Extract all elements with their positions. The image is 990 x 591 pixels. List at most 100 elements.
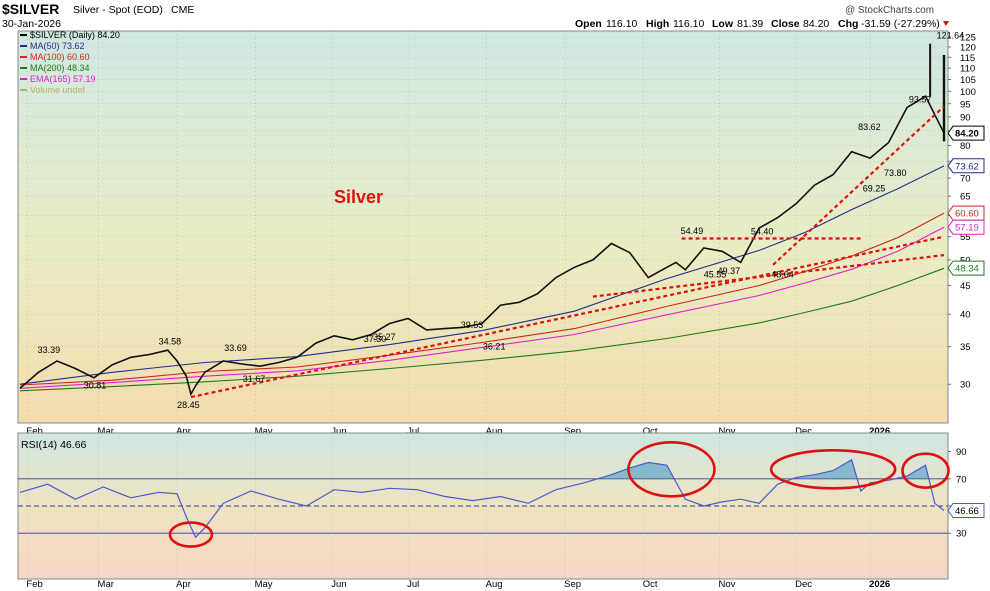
rsi-y-axis: 30507090 — [948, 447, 967, 540]
price-tag-box — [947, 205, 985, 221]
legend-entry: EMA(165) 57.19 — [30, 74, 96, 84]
legend-entry: MA(100) 60.60 — [30, 52, 90, 62]
rsi-x-tick-label: Nov — [718, 579, 735, 590]
rsi-x-tick-label: Aug — [486, 579, 503, 590]
watermark: @ StockCharts.com — [845, 5, 934, 16]
rsi-x-tick-label: Jul — [407, 579, 419, 590]
rsi-x-axis: Feb Mar Apr May Jun Jul Aug Sep Oct Nov Dec 2026 — [26, 579, 890, 590]
price-tag-value: 84.20 — [955, 129, 979, 140]
price-y-tick-label: 105 — [960, 75, 976, 86]
ohlc-readout: Open 116.10 High 116.10 Low 81.39 Close … — [575, 18, 949, 30]
price-series — [19, 43, 946, 397]
rsi-y-tick-label: 90 — [956, 447, 967, 458]
price-tag-box — [947, 219, 985, 235]
rsi-title: RSI(14) 46.66 — [21, 439, 87, 451]
price-panel-background — [17, 30, 949, 424]
high-value: 116.10 — [673, 18, 704, 30]
rsi-y-tick-label: 30 — [956, 529, 967, 540]
price-x-tick-label: Feb — [26, 426, 42, 437]
exchange-label: CME — [171, 4, 194, 16]
price-data-label: 36.21 — [483, 341, 506, 351]
rsi-tag-box — [947, 503, 985, 519]
price-y-tick-label: 80 — [960, 141, 971, 152]
legend-entry: Volume undef — [30, 85, 86, 95]
price-y-tick-label: 45 — [960, 281, 971, 292]
price-data-label: 54.49 — [681, 226, 704, 236]
rsi-x-tick-label: May — [255, 579, 273, 590]
price-x-tick-label: Jun — [331, 426, 346, 437]
rsi-x-tick-label: Jun — [331, 579, 346, 590]
price-data-label: 33.69 — [224, 343, 247, 353]
price-y-tick-label: 40 — [960, 310, 971, 321]
price-grid — [18, 31, 948, 423]
rsi-tag-value: 46.66 — [955, 506, 979, 517]
price-data-label: 49.37 — [718, 266, 741, 276]
rsi-x-tick-label: Apr — [176, 579, 191, 590]
price-x-axis: Feb Mar Apr May Jun Jul Aug Sep Oct Nov Dec 2026 — [26, 426, 890, 437]
price-data-label: 54.40 — [751, 226, 774, 236]
price-data-label: 37.30 — [364, 334, 387, 344]
symbol-title: $SILVER — [2, 1, 59, 17]
price-tag-box — [947, 260, 985, 276]
rsi-value-tag: 46.66 — [947, 503, 985, 519]
price-y-tick-label: 30 — [960, 380, 971, 391]
price-tag-value: 73.62 — [955, 161, 979, 172]
price-tag-value: 48.34 — [955, 264, 979, 275]
high-label: High — [646, 18, 669, 30]
price-y-tick-label: 125 — [960, 33, 976, 44]
trendline-support-from-april-low — [190, 235, 945, 399]
legend-entry: MA(50) 73.62 — [30, 41, 85, 51]
rsi-x-tick-label: Sep — [564, 579, 581, 590]
chg-value: -31.59 (-27.29%) — [861, 18, 940, 30]
price-x-tick-label: May — [255, 426, 273, 437]
down-arrow-icon — [943, 21, 949, 26]
symbol-description: Silver - Spot (EOD) — [73, 4, 163, 16]
price-tag-box — [947, 125, 985, 141]
price-data-label: 83.62 — [858, 122, 881, 132]
ma200-line — [19, 267, 945, 392]
price-data-label: 48.64 — [771, 270, 794, 280]
price-data-label: 69.25 — [863, 184, 886, 194]
rsi-overbought-area — [597, 459, 929, 479]
rsi-circle-overbought-december — [769, 448, 897, 490]
price-data-label: 34.58 — [159, 337, 182, 347]
price-data-label: 39.53 — [461, 320, 484, 330]
rsi-x-tick-label: Mar — [98, 579, 114, 590]
price-x-tick-label: 2026 — [869, 426, 890, 437]
price-data-label: 93.57 — [909, 94, 932, 104]
legend-entry: MA(200) 48.34 — [30, 63, 90, 73]
price-y-tick-label: 90 — [960, 112, 971, 123]
rsi-y-tick-label: 70 — [956, 474, 967, 485]
price-tags: 84.20 73.62 60.60 57.19 48.34 — [947, 125, 985, 276]
ma50-line — [19, 165, 945, 385]
price-y-tick-label: 120 — [960, 42, 976, 53]
rsi-x-tick-label: Feb — [26, 579, 42, 590]
rsi-x-tick-label: 2026 — [869, 579, 890, 590]
rsi-circle-oversold-april — [168, 521, 214, 548]
price-x-tick-label: Nov — [718, 426, 735, 437]
rsi-x-tick-label: Oct — [643, 579, 658, 590]
price-data-label: 30.81 — [84, 381, 107, 391]
silver-price-line — [19, 95, 945, 397]
price-tag-value: 60.60 — [955, 209, 979, 220]
rsi-circle-overbought-january — [901, 452, 950, 489]
price-x-tick-label: Mar — [98, 426, 114, 437]
price-data-label: 31.67 — [243, 374, 266, 384]
price-x-tick-label: Apr — [176, 426, 191, 437]
price-x-tick-label: Jul — [407, 426, 419, 437]
ema165-line — [19, 226, 945, 389]
legend-entry: $SILVER (Daily) 84.20 — [30, 30, 120, 40]
rsi-circled-zones — [168, 440, 950, 548]
low-label: Low — [712, 18, 734, 30]
rsi-circle-overbought-october — [627, 440, 716, 498]
price-tag-box — [947, 158, 985, 174]
price-data-label: 121.64 — [937, 31, 965, 41]
price-x-tick-label: Sep — [564, 426, 581, 437]
close-label: Close — [771, 18, 800, 30]
price-y-tick-label: 35 — [960, 342, 971, 353]
price-y-tick-label: 110 — [960, 64, 975, 75]
price-data-label: 73.80 — [884, 168, 907, 178]
price-data-label: 45.55 — [704, 270, 727, 280]
